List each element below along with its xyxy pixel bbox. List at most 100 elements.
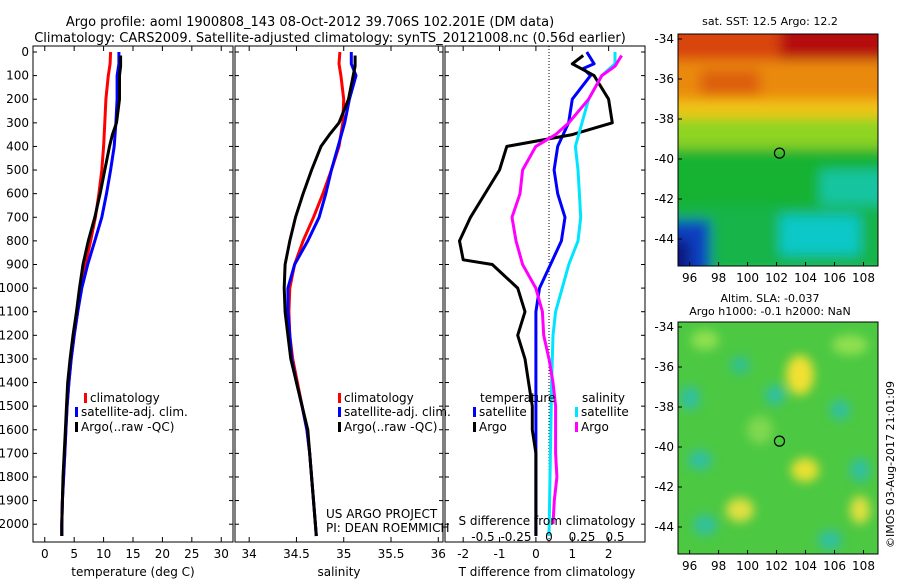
s-diff-tick-label: 0: [545, 530, 553, 544]
argo-position-marker: [773, 435, 786, 447]
x-tick-label: 0: [41, 547, 49, 561]
credit-text: ©IMOS 03-Aug-2017 21:01:09: [884, 381, 897, 548]
x-tick-label: 30: [214, 547, 229, 561]
y-tick-label: 300: [6, 116, 29, 130]
y-tick-label: 600: [6, 187, 29, 201]
series-line-argo-raw-qc: [60, 55, 123, 536]
map-lon-label: 96: [682, 559, 697, 573]
y-tick-label: 900: [6, 257, 29, 271]
map-lon-label: 102: [765, 559, 788, 573]
map-lat-label: -44: [654, 520, 674, 534]
y-tick-label: 1800: [0, 470, 29, 484]
map-lon-label: 100: [736, 559, 759, 573]
sla-map-axes: -34 -36 -38 -40 -42 -44 96 98 100 102 104 106 108: [654, 320, 875, 573]
y-tick-label: 1600: [0, 423, 29, 437]
legend-swatch: [473, 422, 476, 432]
series-line-climatology: [287, 51, 346, 537]
legend-label: Argo: [479, 420, 507, 434]
y-tick-label: 2000: [0, 517, 29, 531]
pi-annotation: PI: DEAN ROEMMICH: [326, 521, 449, 535]
map-lat-label: -34: [654, 32, 674, 46]
map-lat-label: -36: [654, 360, 674, 374]
y-tick-label: 100: [6, 69, 29, 83]
sst-map-axes: -34 -36 -38 -40 -42 -44 96 98 100 102 104 106 108: [654, 32, 875, 285]
temperature-xlabel: temperature (deg C): [71, 565, 194, 579]
legend-label: Argo(..raw -QC): [344, 420, 437, 434]
y-tick-label: 400: [6, 139, 29, 153]
map-lat-label: -38: [654, 400, 674, 414]
y-tick-label: 1700: [0, 446, 29, 460]
map-lon-label: 96: [682, 271, 697, 285]
legend-label: Argo(..raw -QC): [81, 420, 174, 434]
x-tick-label: 35: [336, 547, 351, 561]
map-lon-label: 106: [823, 559, 846, 573]
sst-map-title: sat. SST: 12.5 Argo: 12.2: [702, 15, 838, 28]
s-diff-tick-label: 0.25: [569, 530, 596, 544]
x-tick-label: 34.5: [283, 547, 310, 561]
x-tick-label: 10: [96, 547, 111, 561]
legend-label: satellite-adj. clim.: [81, 405, 188, 419]
x-tick-label: 34: [242, 547, 257, 561]
legend-swatch: [473, 407, 476, 417]
temperature-plot: 0 5 10 15 20 25 30: [41, 46, 229, 561]
y-tick-label: 700: [6, 210, 29, 224]
map-lon-label: 98: [711, 271, 726, 285]
salinity-xlabel: salinity: [317, 565, 360, 579]
legend-label: climatology: [344, 391, 414, 405]
legend-group-title: temperature: [480, 391, 555, 405]
series-line-argo-raw-qc: [282, 55, 357, 537]
series-line-temperature-argo: [458, 54, 614, 536]
x-tick-label: 0: [532, 547, 540, 561]
y-tick-label: 1000: [0, 281, 29, 295]
y-tick-label: 0: [21, 45, 29, 59]
x-tick-label: 2: [605, 547, 613, 561]
legend-swatch: [575, 422, 578, 432]
y-tick-label: 1900: [0, 494, 29, 508]
y-tick-label: 1200: [0, 328, 29, 342]
y-tick-label: 1400: [0, 376, 29, 390]
y-tick-label: 1500: [0, 399, 29, 413]
sst-map: [678, 34, 878, 266]
map-lat-label: -34: [654, 320, 674, 334]
legend-label: satellite: [581, 405, 629, 419]
map-lat-label: -42: [654, 192, 674, 206]
y-tick-label: 1300: [0, 352, 29, 366]
figure-title-line1: Argo profile: aoml 1900808_143 08-Oct-20…: [66, 15, 554, 30]
x-tick-label: -1: [494, 547, 506, 561]
legend-swatch: [338, 422, 341, 432]
sla-map-title-line1: Altim. SLA: -0.037: [720, 292, 819, 305]
map-lon-label: 98: [711, 559, 726, 573]
y-tick-label: 200: [6, 92, 29, 106]
x-tick-label: 1: [568, 547, 576, 561]
legend-swatch: [75, 422, 78, 432]
y-tick-label: 1100: [0, 305, 29, 319]
s-diff-tick-label: -0.5: [471, 530, 494, 544]
sst-map-frame: [677, 33, 879, 267]
difference-xlabel: T difference from climatology: [458, 565, 636, 579]
x-tick-label: -2: [457, 547, 469, 561]
legend-label: climatology: [90, 391, 160, 405]
legend-swatch: [338, 393, 341, 403]
s-diff-tick-label: 0.5: [605, 530, 624, 544]
sla-map: [678, 322, 878, 554]
x-tick-label: 15: [125, 547, 140, 561]
legend-swatch: [75, 407, 78, 417]
map-lon-label: 102: [765, 271, 788, 285]
difference-plot: -2 -1 0 1 2-0.5 -0.25 0 0.25 0.5: [457, 46, 625, 561]
argo-position-marker: [773, 147, 786, 159]
depth-axis: 0 100 200 300 400 500 600 700 800 900 1000 1100 1200…: [0, 45, 645, 531]
difference-panel-frame: [444, 45, 646, 543]
legend-swatch: [84, 393, 87, 403]
legend-swatch: [338, 407, 341, 417]
map-lat-label: -42: [654, 480, 674, 494]
temperature-legend: climatology satellite-adj. clim. Argo(..…: [75, 391, 188, 434]
map-lon-label: 104: [794, 271, 817, 285]
legend-swatch: [575, 407, 578, 417]
x-tick-label: 20: [155, 547, 170, 561]
x-tick-label: 36: [431, 547, 446, 561]
y-tick-label: 500: [6, 163, 29, 177]
legend-group-title: salinity: [582, 391, 625, 405]
map-lon-label: 108: [852, 559, 875, 573]
legend-label: satellite-adj. clim.: [344, 405, 451, 419]
series-line-satellite-adj-clim: [60, 52, 121, 536]
